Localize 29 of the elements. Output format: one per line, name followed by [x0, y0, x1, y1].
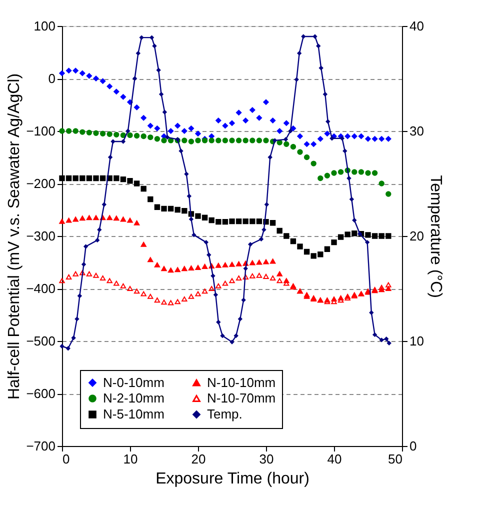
x-axis-title: Exposure Time (hour) — [156, 470, 310, 488]
y2-tick-label: 10 — [410, 334, 424, 348]
y-tick-label: −300 — [26, 228, 56, 244]
y2-axis-title: Temperature (°C) — [426, 175, 444, 298]
legend-label: N-10-70mm — [207, 390, 276, 406]
x-tick-label: 10 — [123, 452, 138, 466]
y2-tick-label: 40 — [410, 18, 424, 34]
y-tick-label: −500 — [26, 334, 56, 348]
y-tick-label: 0 — [48, 71, 56, 86]
x-tick-label: 20 — [191, 452, 206, 466]
y2-tick-label: 30 — [410, 124, 424, 138]
y-tick-label: −400 — [26, 281, 56, 296]
legend-label: N-2-10mm — [103, 390, 164, 406]
legend-label: N-10-10mm — [207, 374, 276, 390]
y-tick-label: −600 — [26, 386, 56, 401]
legend-label: Temp. — [207, 406, 242, 422]
x-tick-label: 40 — [327, 452, 342, 466]
y-tick-label: −100 — [26, 124, 56, 138]
x-tick-label: 30 — [259, 452, 274, 466]
legend-label: N-0-10mm — [103, 374, 164, 390]
y-tick-label: −200 — [26, 176, 56, 191]
y-tick-label: 100 — [34, 18, 56, 34]
y2-tick-label: 20 — [410, 228, 424, 244]
x-tick-label: 50 — [388, 452, 402, 466]
legend-label: N-5-10mm — [103, 406, 164, 422]
y2-tick-label: 0 — [410, 438, 417, 454]
x-tick-label: 0 — [62, 452, 70, 466]
y-axis-title: Half-cell Potential (mV v.s. Seawater Ag/AgCl) — [6, 73, 24, 400]
y-tick-label: −700 — [26, 438, 56, 454]
